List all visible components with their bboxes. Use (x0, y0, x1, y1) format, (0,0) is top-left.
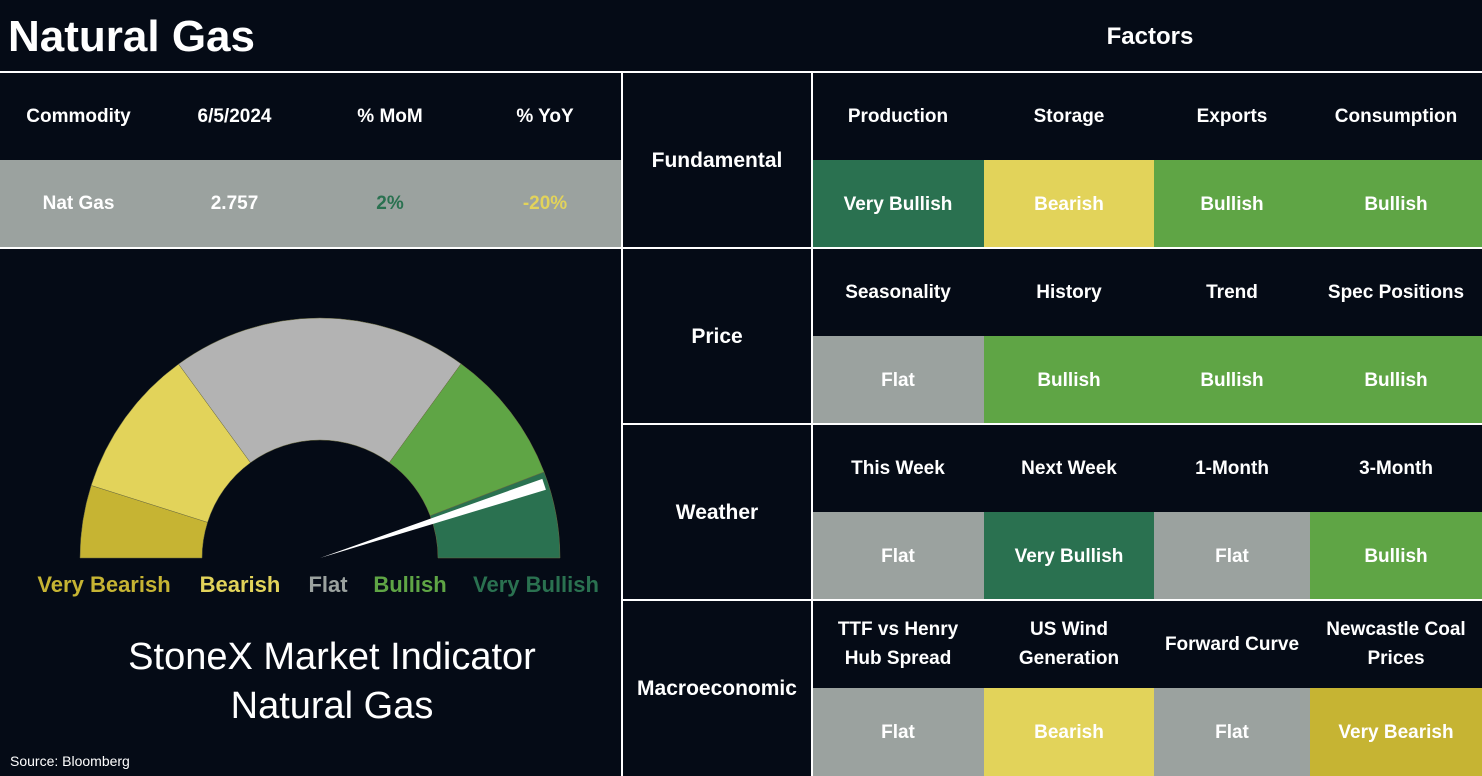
summary-row-bg (0, 160, 622, 247)
divider (622, 247, 1482, 249)
gauge-segment (178, 317, 462, 464)
gauge-caption: Natural Gas (231, 685, 434, 727)
factor-name: Exports (1196, 105, 1268, 127)
factor-name: Production (847, 105, 949, 127)
source-note: Source: Bloomberg (10, 752, 130, 769)
factor-rating: Very Bullish (984, 512, 1154, 600)
factor-rating: Bearish (984, 160, 1154, 248)
summary-header: 6/5/2024 (197, 105, 272, 127)
factor-name: 1-Month (1195, 457, 1269, 479)
factor-name: Forward Curve (1164, 633, 1300, 655)
factor-rating: Bullish (1154, 336, 1310, 424)
factor-rating: Bullish (1154, 160, 1310, 248)
factor-name: History (1036, 281, 1102, 303)
summary-header: % MoM (357, 105, 423, 127)
factor-rating: Flat (1154, 688, 1310, 776)
factor-name: Storage (1033, 105, 1105, 127)
factor-group: Macroeconomic (637, 676, 797, 700)
summary-value: 2% (376, 193, 404, 214)
gauge-caption: StoneX Market Indicator (128, 636, 536, 678)
factor-group: Weather (675, 500, 759, 524)
gauge-label: Flat (308, 572, 348, 597)
factor-name: 3-Month (1359, 457, 1433, 479)
factor-name: Trend (1206, 281, 1258, 303)
factor-rating: Bullish (1310, 336, 1482, 424)
gauge-label: Bearish (200, 572, 281, 597)
divider (811, 72, 813, 776)
factor-rating: Very Bullish (812, 160, 984, 248)
factor-rating: Bullish (1310, 160, 1482, 248)
divider (622, 423, 1482, 425)
factor-rating: Flat (812, 688, 984, 776)
summary-header: Commodity (26, 105, 131, 127)
factor-group: Price (691, 324, 743, 348)
divider (621, 72, 623, 776)
divider (0, 71, 1482, 73)
factor-name: TTF vs Henry Hub Spread (837, 619, 959, 669)
summary-header: % YoY (516, 105, 574, 127)
factor-name: Next Week (1021, 457, 1117, 479)
gauge-label: Very Bullish (473, 572, 599, 597)
summary-value: 2.757 (210, 193, 259, 214)
factor-name: US Wind Generation (1018, 619, 1120, 669)
factor-rating: Flat (812, 512, 984, 600)
factor-rating: Very Bearish (1310, 688, 1482, 776)
factor-rating: Bullish (984, 336, 1154, 424)
gauge: Very Bearish Bearish Flat Bullish Very Bulli… (37, 317, 599, 727)
factor-name: This Week (851, 457, 945, 479)
factor-group: Fundamental (651, 148, 783, 172)
factor-name: Spec Positions (1327, 281, 1465, 303)
summary-value: Nat Gas (42, 193, 115, 214)
factor-rating: Bullish (1310, 512, 1482, 600)
divider (622, 599, 1482, 601)
divider (0, 247, 622, 249)
factor-name: Newcastle Coal Prices (1326, 619, 1466, 669)
factor-rating: Flat (812, 336, 984, 424)
factors-title: Factors (1106, 22, 1194, 50)
page-title: Natural Gas (8, 11, 255, 61)
gauge-needle (320, 478, 546, 558)
summary-value: -20% (522, 193, 568, 214)
factor-name: Seasonality (845, 281, 951, 303)
gauge-label: Bullish (373, 572, 446, 597)
gauge-label: Very Bearish (37, 572, 170, 597)
factor-rating: Flat (1154, 512, 1310, 600)
factor-rating: Bearish (984, 688, 1154, 776)
factor-name: Consumption (1334, 105, 1458, 127)
